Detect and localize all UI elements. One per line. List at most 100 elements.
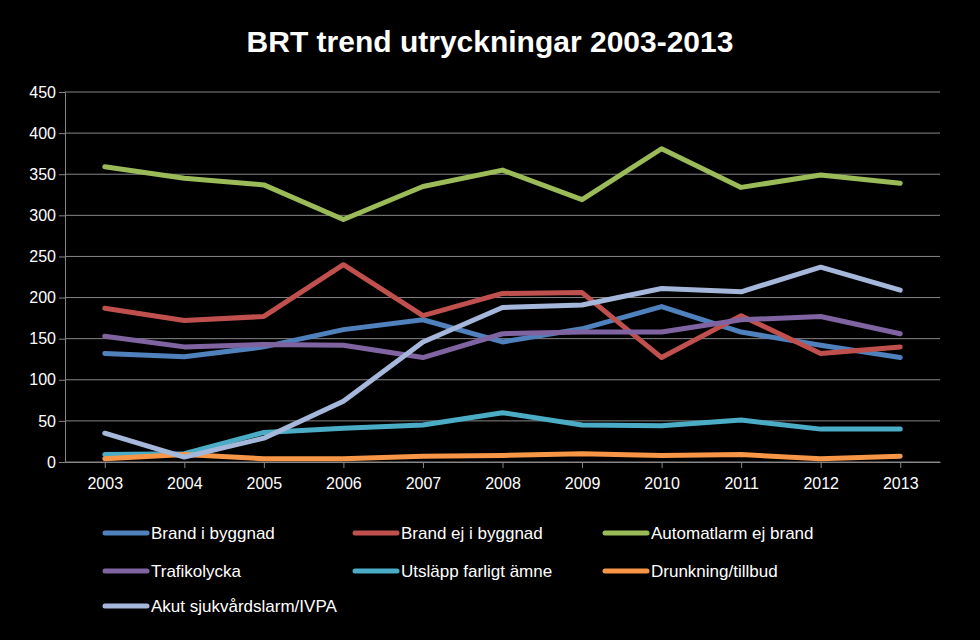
legend: Brand i byggnad Brand ej i byggnad Automat… (105, 524, 814, 616)
background (0, 0, 980, 640)
x-tick-mark (503, 462, 504, 468)
y-tick-mark (59, 256, 65, 257)
x-tick-mark (184, 462, 185, 468)
x-tick-mark (662, 462, 663, 468)
y-tick: 50 (38, 413, 65, 430)
y-tick-label: 150 (29, 330, 56, 347)
x-tick-mark (821, 462, 822, 468)
x-tick-mark (105, 462, 106, 468)
grid-line (65, 338, 940, 339)
y-tick-mark (59, 421, 65, 422)
x-tick-label: 2003 (87, 475, 123, 492)
grid-line (65, 92, 940, 93)
legend-item: Akut sjukvårdslarm/IVPA (105, 597, 337, 616)
legend-swatch (105, 531, 147, 536)
y-tick-mark (59, 174, 65, 175)
x-tick-mark (741, 462, 742, 468)
grid-line (65, 256, 940, 257)
legend-label: Drunkning/tillbud (651, 562, 778, 581)
x-axis: 2003 2004 2005 2006 2007 2008 2009 2010 2011 2012… (66, 462, 941, 492)
x-tick: 2004 (167, 462, 203, 492)
legend-swatch (105, 569, 147, 574)
y-tick: 100 (29, 371, 65, 388)
legend-item: Brand i byggnad (105, 524, 275, 543)
legend-swatch (105, 604, 147, 609)
legend-item: Brand ej i byggnad (355, 524, 543, 543)
x-tick-label: 2009 (565, 475, 601, 492)
series-line (105, 267, 900, 457)
grid (65, 92, 940, 462)
series-line (105, 454, 900, 459)
y-axis-line (65, 93, 66, 463)
legend-item: Trafikolycka (105, 562, 242, 581)
grid-line (65, 215, 940, 216)
x-tick-mark (343, 462, 344, 468)
legend-item: Drunkning/tillbud (605, 562, 778, 581)
series-line (105, 316, 900, 357)
x-tick: 2013 (883, 462, 919, 492)
chart: BRT trend utryckningar 2003-2013 0 50 100 15… (0, 0, 980, 640)
legend-label: Akut sjukvårdslarm/IVPA (151, 597, 337, 616)
y-axis: 0 50 100 150 200 250 300 350 400 450 (29, 84, 65, 471)
x-tick-label: 2008 (485, 475, 521, 492)
y-tick: 350 (29, 166, 65, 183)
x-tick: 2011 (724, 462, 759, 492)
x-tick: 2007 (406, 462, 442, 492)
y-tick-label: 250 (29, 248, 56, 265)
y-tick: 300 (29, 207, 65, 224)
y-tick-label: 450 (29, 84, 56, 101)
y-tick: 450 (29, 84, 65, 101)
grid-line (65, 297, 940, 298)
y-tick-label: 100 (29, 371, 56, 388)
x-tick: 2009 (565, 462, 601, 492)
x-tick: 2010 (644, 462, 680, 492)
legend-swatch (355, 569, 397, 574)
y-tick-mark (59, 462, 65, 463)
y-tick-label: 350 (29, 166, 56, 183)
x-tick: 2012 (803, 462, 839, 492)
grid-line (65, 420, 940, 421)
x-tick-mark (900, 462, 901, 468)
x-tick-label: 2010 (644, 475, 680, 492)
y-tick-label: 400 (29, 125, 56, 142)
legend-label: Brand i byggnad (151, 524, 275, 543)
y-tick-label: 300 (29, 207, 56, 224)
y-tick-mark (59, 298, 65, 299)
x-tick-mark (264, 462, 265, 468)
y-tick: 400 (29, 125, 65, 142)
y-tick-mark (59, 133, 65, 134)
x-tick-label: 2005 (247, 475, 283, 492)
legend-label: Automatlarm ej brand (651, 524, 814, 543)
legend-swatch (605, 569, 647, 574)
y-tick-mark (59, 380, 65, 381)
legend-item: Utsläpp farligt ämne (355, 562, 552, 581)
x-tick-label: 2006 (326, 475, 362, 492)
x-tick-mark (423, 462, 424, 468)
y-tick-label: 50 (38, 413, 56, 430)
x-tick: 2005 (247, 462, 283, 492)
series-line (105, 149, 900, 220)
legend-label: Brand ej i byggnad (401, 524, 543, 543)
x-tick: 2006 (326, 462, 362, 492)
legend-item: Automatlarm ej brand (605, 524, 814, 543)
x-tick-label: 2004 (167, 475, 203, 492)
y-tick-mark (59, 215, 65, 216)
y-tick: 200 (29, 289, 65, 306)
x-tick-label: 2012 (803, 475, 839, 492)
y-tick: 250 (29, 248, 65, 265)
grid-line (65, 379, 940, 380)
y-tick-label: 0 (47, 454, 56, 471)
y-tick-mark (59, 339, 65, 340)
x-tick: 2003 (87, 462, 123, 492)
lines (105, 149, 900, 459)
legend-swatch (355, 531, 397, 536)
x-tick-label: 2007 (406, 475, 442, 492)
x-tick-mark (582, 462, 583, 468)
legend-swatch (605, 531, 647, 536)
y-tick: 0 (47, 454, 65, 471)
legend-label: Utsläpp farligt ämne (401, 562, 552, 581)
y-tick: 150 (29, 330, 65, 347)
grid-line (65, 133, 940, 134)
title: BRT trend utryckningar 2003-2013 (247, 25, 734, 58)
legend-label: Trafikolycka (151, 562, 242, 581)
